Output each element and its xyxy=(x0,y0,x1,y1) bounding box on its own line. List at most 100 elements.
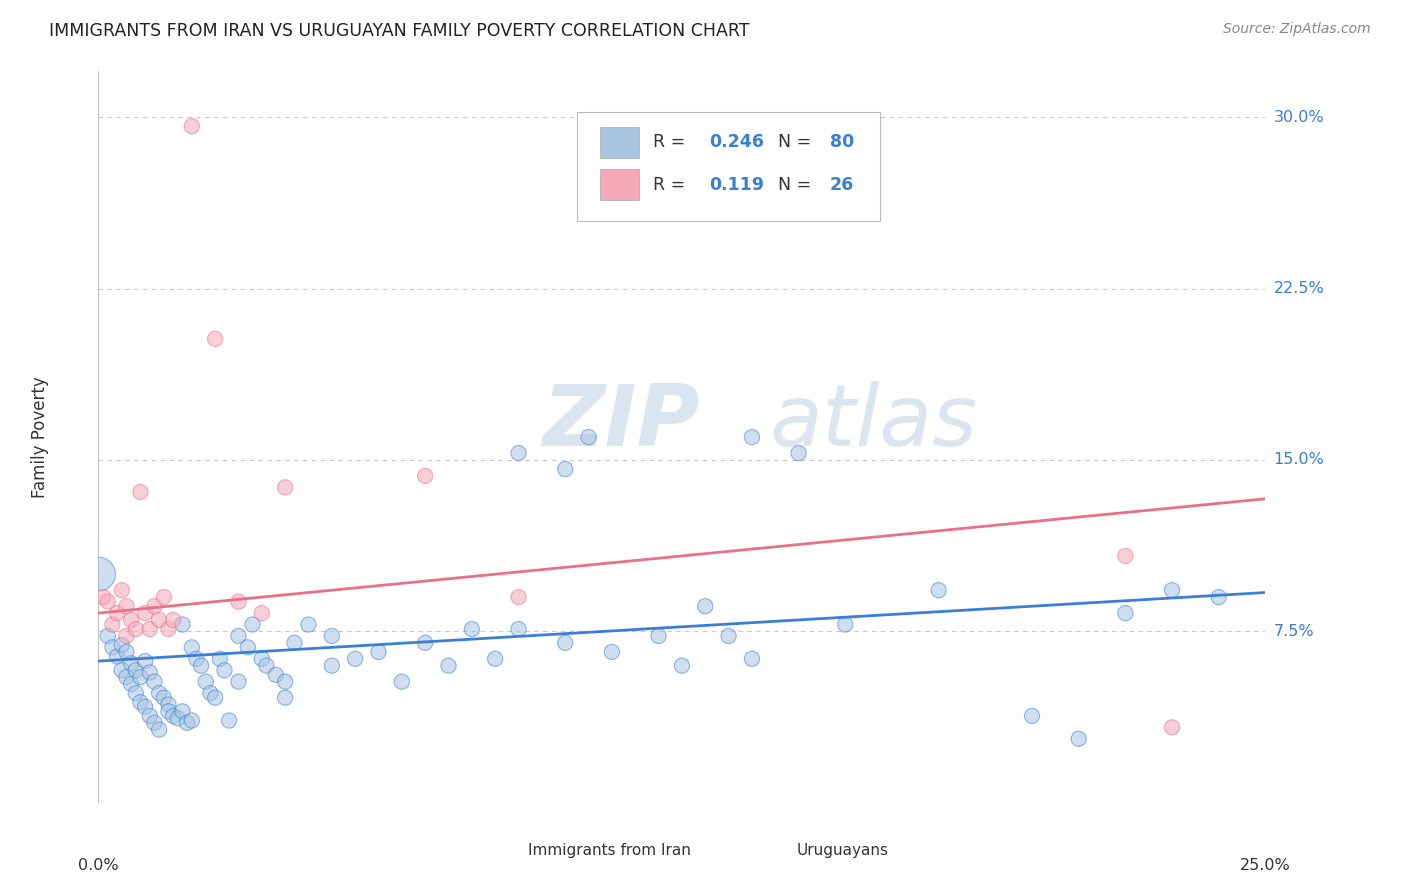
Point xyxy=(274,690,297,705)
Point xyxy=(1114,606,1136,620)
Point xyxy=(105,606,128,620)
Point xyxy=(139,665,162,680)
Point xyxy=(139,709,162,723)
Point xyxy=(148,613,170,627)
Point xyxy=(180,714,202,728)
Point xyxy=(228,595,250,609)
Point xyxy=(554,636,576,650)
Point xyxy=(208,652,231,666)
FancyBboxPatch shape xyxy=(484,842,516,858)
Point xyxy=(172,617,194,632)
Point xyxy=(129,670,152,684)
Text: 26: 26 xyxy=(830,176,855,194)
Text: 0.119: 0.119 xyxy=(709,176,763,194)
Point xyxy=(139,622,162,636)
Point xyxy=(152,590,174,604)
Point xyxy=(91,590,114,604)
Point xyxy=(190,658,212,673)
Point xyxy=(125,686,148,700)
Text: 0.246: 0.246 xyxy=(709,133,763,152)
Text: Uruguayans: Uruguayans xyxy=(796,843,889,858)
Point xyxy=(297,617,319,632)
Point xyxy=(204,690,226,705)
Point xyxy=(105,649,128,664)
Point xyxy=(134,654,156,668)
Point xyxy=(787,446,810,460)
Point xyxy=(695,599,717,614)
Point xyxy=(242,617,264,632)
Point xyxy=(218,714,240,728)
Point xyxy=(148,686,170,700)
Point xyxy=(274,480,297,494)
Point xyxy=(157,622,180,636)
Point xyxy=(186,652,208,666)
Point xyxy=(180,120,202,134)
Point xyxy=(115,645,138,659)
Point xyxy=(834,617,856,632)
Point xyxy=(87,567,110,582)
Point xyxy=(125,622,148,636)
Text: N =: N = xyxy=(768,133,817,152)
Point xyxy=(671,658,693,673)
Point xyxy=(166,711,188,725)
Point xyxy=(176,715,198,730)
Text: 7.5%: 7.5% xyxy=(1274,624,1315,639)
Text: Immigrants from Iran: Immigrants from Iran xyxy=(527,843,690,858)
FancyBboxPatch shape xyxy=(576,112,880,221)
Point xyxy=(321,658,343,673)
Point xyxy=(344,652,367,666)
Point xyxy=(162,709,184,723)
Point xyxy=(157,698,180,712)
Point xyxy=(129,695,152,709)
Point xyxy=(413,636,436,650)
Text: ZIP: ZIP xyxy=(541,381,700,464)
Point xyxy=(97,595,120,609)
Point xyxy=(101,617,124,632)
Point xyxy=(120,657,142,671)
Point xyxy=(214,663,236,677)
Text: IMMIGRANTS FROM IRAN VS URUGUAYAN FAMILY POVERTY CORRELATION CHART: IMMIGRANTS FROM IRAN VS URUGUAYAN FAMILY… xyxy=(49,22,749,40)
Point xyxy=(250,606,273,620)
Point xyxy=(115,670,138,684)
Point xyxy=(508,590,530,604)
Text: R =: R = xyxy=(652,176,690,194)
Text: N =: N = xyxy=(768,176,817,194)
Point xyxy=(129,485,152,500)
Text: atlas: atlas xyxy=(769,381,977,464)
Point xyxy=(1021,709,1043,723)
Point xyxy=(200,686,222,700)
Point xyxy=(194,674,217,689)
Text: 80: 80 xyxy=(830,133,855,152)
Text: 0.0%: 0.0% xyxy=(79,858,118,872)
Point xyxy=(717,629,740,643)
Text: Family Poverty: Family Poverty xyxy=(31,376,49,498)
Point xyxy=(236,640,259,655)
Point xyxy=(283,636,305,650)
Point xyxy=(115,629,138,643)
Point xyxy=(256,658,278,673)
Point xyxy=(413,469,436,483)
Point xyxy=(274,674,297,689)
Point xyxy=(172,705,194,719)
Point xyxy=(143,674,166,689)
Point xyxy=(928,583,950,598)
Point xyxy=(228,674,250,689)
Point xyxy=(1161,583,1184,598)
Point xyxy=(508,446,530,460)
FancyBboxPatch shape xyxy=(600,169,638,200)
Point xyxy=(484,652,506,666)
Point xyxy=(111,663,134,677)
Text: Source: ZipAtlas.com: Source: ZipAtlas.com xyxy=(1223,22,1371,37)
Text: 25.0%: 25.0% xyxy=(1240,858,1291,872)
Point xyxy=(120,613,142,627)
Text: 30.0%: 30.0% xyxy=(1274,110,1324,125)
Point xyxy=(204,332,226,346)
Point xyxy=(143,715,166,730)
Point xyxy=(157,705,180,719)
Text: R =: R = xyxy=(652,133,690,152)
Point xyxy=(97,629,120,643)
Point xyxy=(554,462,576,476)
Point xyxy=(1114,549,1136,563)
FancyBboxPatch shape xyxy=(600,127,638,158)
Point xyxy=(600,645,623,659)
